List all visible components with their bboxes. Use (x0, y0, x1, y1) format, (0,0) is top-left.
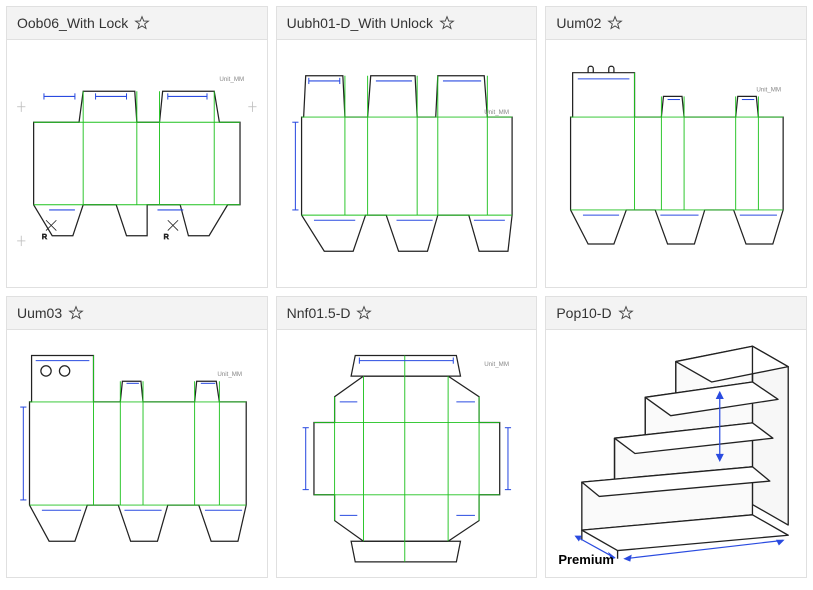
template-card[interactable]: Oob06_With Lock (6, 6, 268, 288)
card-header: Uubh01-D_With Unlock (277, 7, 537, 40)
dieline-diagram: R R Unit_MM (13, 46, 261, 281)
card-thumbnail: Premium (546, 330, 806, 577)
card-title: Uum03 (17, 305, 62, 321)
dieline-diagram: Unit_MM (552, 46, 800, 281)
template-card[interactable]: Nnf01.5-D (276, 296, 538, 578)
template-card[interactable]: Pop10-D (545, 296, 807, 578)
svg-text:Unit_MM: Unit_MM (484, 109, 509, 116)
svg-text:R: R (42, 232, 47, 241)
card-title: Uum02 (556, 15, 601, 31)
card-thumbnail: Unit_MM (277, 40, 537, 287)
card-header: Pop10-D (546, 297, 806, 330)
svg-text:Unit_MM: Unit_MM (217, 371, 242, 378)
svg-text:R: R (164, 232, 169, 241)
card-header: Oob06_With Lock (7, 7, 267, 40)
card-title: Nnf01.5-D (287, 305, 351, 321)
svg-text:Unit_MM: Unit_MM (219, 76, 244, 83)
template-card[interactable]: Uum03 (6, 296, 268, 578)
favorite-star-icon[interactable] (618, 305, 634, 321)
svg-text:Unit_MM: Unit_MM (484, 361, 509, 368)
template-grid: Oob06_With Lock (6, 6, 807, 578)
template-card[interactable]: Uum02 (545, 6, 807, 288)
card-header: Uum03 (7, 297, 267, 330)
card-thumbnail: Unit_MM (546, 40, 806, 287)
card-thumbnail: Unit_MM (277, 330, 537, 577)
card-title: Pop10-D (556, 305, 611, 321)
card-title: Uubh01-D_With Unlock (287, 15, 433, 31)
premium-badge: Premium (558, 552, 614, 567)
favorite-star-icon[interactable] (356, 305, 372, 321)
dieline-diagram: Unit_MM (13, 336, 261, 571)
card-title: Oob06_With Lock (17, 15, 128, 31)
favorite-star-icon[interactable] (68, 305, 84, 321)
card-header: Nnf01.5-D (277, 297, 537, 330)
card-header: Uum02 (546, 7, 806, 40)
dieline-diagram: Unit_MM (283, 336, 531, 571)
favorite-star-icon[interactable] (134, 15, 150, 31)
svg-text:Unit_MM: Unit_MM (757, 86, 782, 93)
card-thumbnail: R R Unit_MM (7, 40, 267, 287)
template-card[interactable]: Uubh01-D_With Unlock (276, 6, 538, 288)
3d-render (552, 336, 800, 571)
card-thumbnail: Unit_MM (7, 330, 267, 577)
favorite-star-icon[interactable] (607, 15, 623, 31)
dieline-diagram: Unit_MM (283, 46, 531, 281)
favorite-star-icon[interactable] (439, 15, 455, 31)
